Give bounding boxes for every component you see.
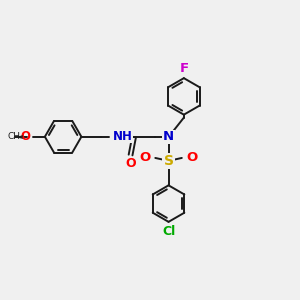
Text: NH: NH (113, 130, 133, 143)
Text: S: S (164, 154, 174, 168)
Text: O: O (125, 157, 136, 170)
Text: O: O (140, 152, 151, 164)
Text: Cl: Cl (162, 225, 175, 239)
Text: F: F (179, 61, 188, 75)
Text: O: O (20, 130, 30, 143)
Text: O: O (186, 152, 197, 164)
Text: CH₃: CH₃ (7, 132, 24, 141)
Text: N: N (163, 130, 174, 143)
